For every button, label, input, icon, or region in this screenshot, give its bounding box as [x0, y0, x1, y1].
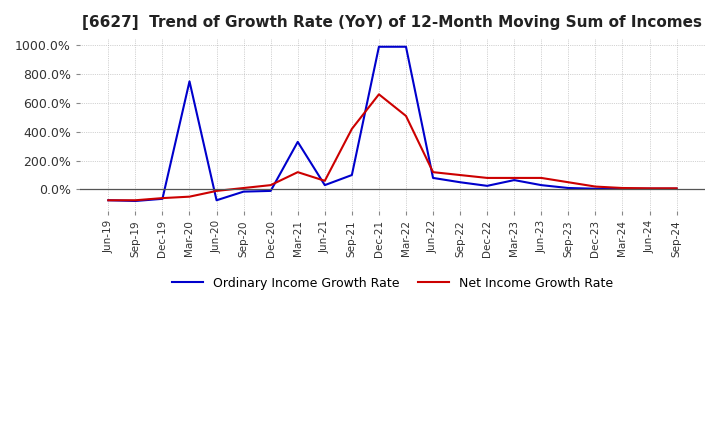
Ordinary Income Growth Rate: [645, 186, 654, 191]
Ordinary Income Growth Rate: [348, 172, 356, 178]
Net Income Growth Rate: [428, 169, 437, 175]
Ordinary Income Growth Rate: [672, 186, 681, 191]
Ordinary Income Growth Rate: [239, 189, 248, 194]
Ordinary Income Growth Rate: [266, 188, 275, 194]
Ordinary Income Growth Rate: [294, 139, 302, 144]
Net Income Growth Rate: [402, 114, 410, 119]
Title: [6627]  Trend of Growth Rate (YoY) of 12-Month Moving Sum of Incomes: [6627] Trend of Growth Rate (YoY) of 12-…: [83, 15, 703, 30]
Ordinary Income Growth Rate: [564, 185, 572, 191]
Net Income Growth Rate: [348, 126, 356, 132]
Ordinary Income Growth Rate: [104, 198, 112, 203]
Net Income Growth Rate: [320, 178, 329, 183]
Ordinary Income Growth Rate: [374, 44, 383, 49]
Net Income Growth Rate: [185, 194, 194, 199]
Ordinary Income Growth Rate: [483, 183, 492, 188]
Ordinary Income Growth Rate: [428, 175, 437, 180]
Net Income Growth Rate: [537, 175, 546, 180]
Ordinary Income Growth Rate: [618, 186, 627, 191]
Ordinary Income Growth Rate: [402, 44, 410, 49]
Net Income Growth Rate: [618, 185, 627, 191]
Ordinary Income Growth Rate: [185, 79, 194, 84]
Ordinary Income Growth Rate: [456, 180, 464, 185]
Net Income Growth Rate: [212, 188, 221, 194]
Net Income Growth Rate: [374, 92, 383, 97]
Net Income Growth Rate: [564, 180, 572, 185]
Ordinary Income Growth Rate: [320, 183, 329, 188]
Ordinary Income Growth Rate: [591, 186, 600, 191]
Net Income Growth Rate: [591, 184, 600, 189]
Net Income Growth Rate: [483, 175, 492, 180]
Net Income Growth Rate: [456, 172, 464, 178]
Legend: Ordinary Income Growth Rate, Net Income Growth Rate: Ordinary Income Growth Rate, Net Income …: [166, 272, 618, 295]
Net Income Growth Rate: [239, 185, 248, 191]
Ordinary Income Growth Rate: [158, 196, 167, 202]
Net Income Growth Rate: [645, 186, 654, 191]
Net Income Growth Rate: [131, 198, 140, 203]
Net Income Growth Rate: [158, 195, 167, 201]
Ordinary Income Growth Rate: [510, 177, 518, 183]
Ordinary Income Growth Rate: [537, 183, 546, 188]
Line: Net Income Growth Rate: Net Income Growth Rate: [108, 94, 677, 200]
Net Income Growth Rate: [104, 198, 112, 203]
Net Income Growth Rate: [672, 186, 681, 191]
Net Income Growth Rate: [510, 175, 518, 180]
Net Income Growth Rate: [266, 183, 275, 188]
Ordinary Income Growth Rate: [212, 198, 221, 203]
Line: Ordinary Income Growth Rate: Ordinary Income Growth Rate: [108, 47, 677, 201]
Net Income Growth Rate: [294, 169, 302, 175]
Ordinary Income Growth Rate: [131, 198, 140, 204]
